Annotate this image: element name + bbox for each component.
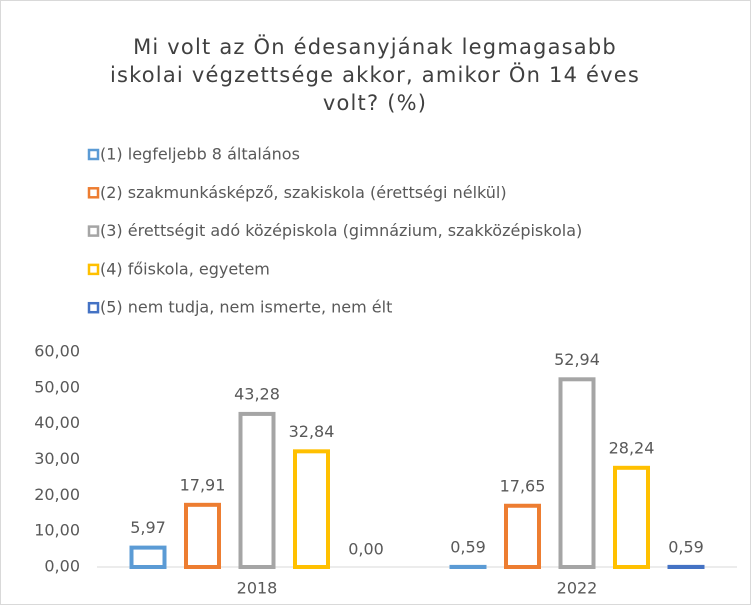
y-tick-label: 60,00 — [34, 342, 80, 361]
legend-label: (4) főiskola, egyetem — [100, 259, 270, 278]
x-tick-label: 2018 — [237, 579, 278, 598]
legend-marker — [87, 225, 100, 237]
data-label: 43,28 — [234, 384, 280, 403]
y-tick-label: 30,00 — [34, 449, 80, 468]
data-label: 17,65 — [500, 476, 546, 495]
legend-marker — [87, 187, 100, 199]
legend-label: (2) szakmunkásképző, szakiskola (érettsé… — [100, 183, 507, 202]
bar — [129, 545, 167, 569]
y-tick-label: 50,00 — [34, 377, 80, 396]
bar — [293, 449, 330, 569]
data-label: 0,00 — [348, 540, 384, 559]
data-label: 32,84 — [289, 422, 335, 441]
data-label: 5,97 — [130, 518, 166, 537]
chart-title: Mi volt az Ön édesanyjának legmagasabb i… — [109, 35, 641, 115]
bar — [504, 503, 541, 570]
data-label: 28,24 — [609, 438, 655, 457]
legend-label: (5) nem tudja, nem ismerte, nem élt — [100, 298, 392, 317]
bar — [238, 411, 276, 569]
legend-marker — [87, 263, 100, 276]
data-label: 17,91 — [180, 475, 226, 494]
data-label: 0,59 — [668, 537, 704, 556]
legend-label: (1) legfeljebb 8 általános — [100, 145, 300, 164]
data-label: 52,94 — [554, 350, 600, 369]
y-tick-label: 40,00 — [34, 413, 80, 432]
y-tick-label: 20,00 — [34, 485, 80, 504]
y-tick-label: 10,00 — [34, 521, 80, 540]
bar — [184, 502, 221, 570]
bar — [558, 377, 596, 569]
y-tick-label: 0,00 — [44, 557, 80, 576]
bar — [613, 465, 650, 570]
legend-marker — [87, 301, 100, 314]
x-tick-label: 2022 — [557, 579, 598, 598]
legend-label: (3) érettségit adó középiskola (gimnáziu… — [100, 221, 582, 240]
data-label: 0,59 — [450, 537, 486, 556]
legend-marker — [87, 148, 100, 161]
